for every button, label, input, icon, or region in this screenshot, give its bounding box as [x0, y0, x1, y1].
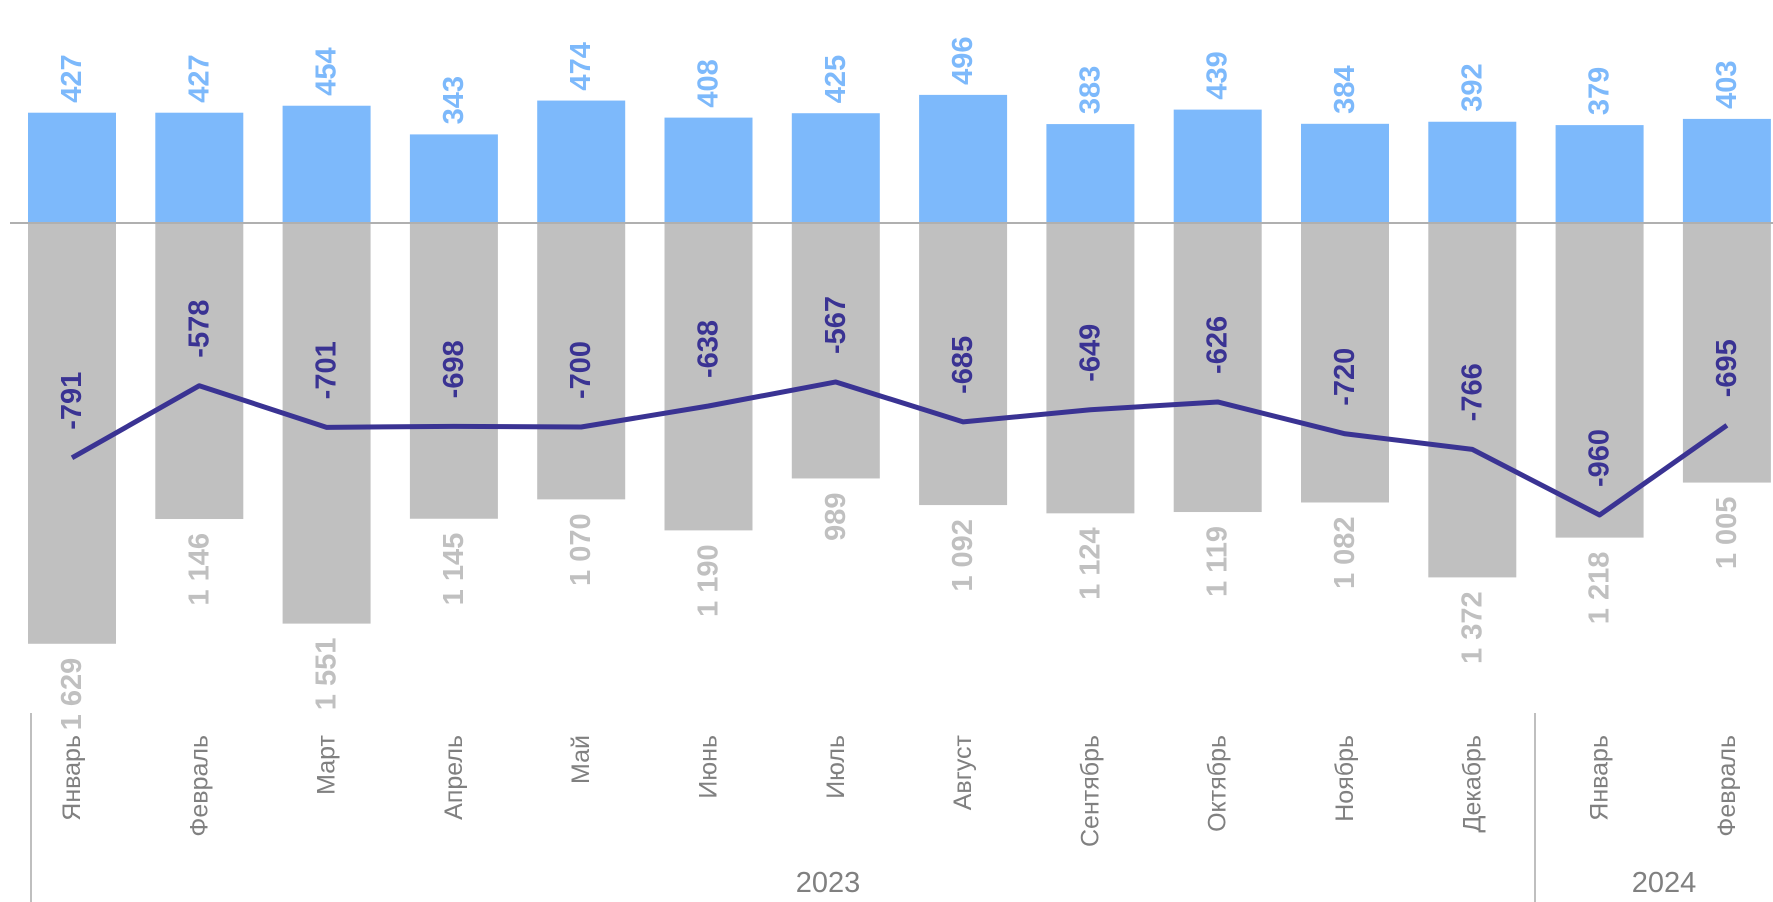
negative-value-label: 1 119: [1202, 526, 1234, 597]
positive-value-label: 343: [438, 76, 470, 124]
year-label: 2024: [1632, 867, 1697, 899]
negative-bar: [664, 223, 753, 531]
positive-bar: [919, 94, 1008, 223]
month-label: Октябрь: [1204, 735, 1232, 832]
negative-bar: [28, 223, 116, 644]
positive-bar: [791, 113, 880, 223]
month-label: Декабрь: [1458, 735, 1486, 832]
month-label: Сентябрь: [1076, 735, 1104, 847]
positive-value-label: 383: [1074, 66, 1106, 114]
positive-value-label: 384: [1329, 65, 1361, 113]
net-value-label: -638: [693, 320, 725, 378]
negative-bar: [1428, 223, 1517, 578]
negative-value-label: 1 070: [565, 513, 597, 586]
net-value-label: -567: [820, 296, 852, 354]
negative-bar: [791, 223, 880, 479]
negative-bar: [1173, 223, 1262, 513]
negative-value-label: 1 372: [1456, 591, 1488, 664]
net-value-label: -701: [311, 341, 343, 399]
positive-bar: [28, 112, 116, 223]
negative-value-label: 1 005: [1711, 497, 1743, 570]
month-label: Март: [313, 734, 341, 794]
year-label: 2023: [796, 867, 861, 899]
negative-value-label: 1 092: [947, 519, 979, 592]
negative-value-label: 1 190: [693, 544, 725, 617]
negative-bar: [919, 223, 1008, 506]
month-label: Январь: [1586, 735, 1614, 821]
month-label: Июль: [822, 735, 850, 799]
month-label: Февраль: [1713, 735, 1741, 837]
positive-value-label: 496: [947, 36, 979, 84]
net-value-label: -685: [947, 336, 979, 394]
net-value-label: -578: [183, 300, 215, 358]
positive-bar: [1046, 124, 1135, 223]
negative-bar: [1301, 223, 1389, 503]
positive-value-label: 425: [820, 55, 852, 103]
negative-value-label: 1 146: [183, 533, 215, 606]
positive-value-label: 392: [1456, 63, 1488, 111]
positive-value-label: 403: [1711, 61, 1743, 109]
net-value-label: -698: [438, 340, 470, 398]
month-label: Август: [949, 734, 977, 810]
negative-bar: [155, 223, 244, 520]
negative-value-label: 1 124: [1074, 527, 1106, 600]
month-label: Январь: [58, 735, 86, 821]
positive-bar: [409, 134, 498, 223]
negative-value-label: 989: [820, 492, 852, 540]
positive-bar: [282, 105, 371, 223]
positive-value-label: 379: [1584, 67, 1616, 115]
positive-bar: [1301, 123, 1389, 223]
negative-value-label: 1 145: [438, 533, 470, 606]
positive-bar: [155, 112, 244, 223]
positive-value-label: 439: [1202, 51, 1234, 99]
month-label: Май: [567, 735, 595, 784]
net-value-label: -695: [1711, 339, 1743, 397]
negative-bar: [282, 223, 371, 624]
negative-value-label: 1 629: [56, 658, 88, 731]
net-value-label: -700: [565, 341, 597, 399]
positive-bar: [1428, 121, 1517, 223]
negative-bar: [1046, 223, 1135, 514]
positive-value-label: 474: [565, 42, 597, 90]
positive-bar: [1173, 109, 1262, 223]
negative-bar: [409, 223, 498, 519]
month-label: Апрель: [440, 735, 468, 820]
net-value-label: -649: [1074, 324, 1106, 382]
negative-value-label: 1 218: [1584, 552, 1616, 625]
negative-bar: [537, 223, 626, 500]
net-value-label: -626: [1202, 316, 1234, 374]
positive-value-label: 427: [183, 54, 215, 102]
net-value-label: -791: [56, 372, 88, 430]
negative-value-label: 1 551: [311, 638, 343, 711]
positive-bar: [1555, 125, 1644, 223]
positive-bar: [1682, 118, 1771, 223]
positive-bar: [664, 117, 753, 223]
net-value-label: -766: [1456, 363, 1488, 421]
net-value-label: -720: [1329, 348, 1361, 406]
positive-value-label: 408: [693, 59, 725, 107]
negative-bar: [1555, 223, 1644, 538]
positive-value-label: 427: [56, 54, 88, 102]
positive-value-label: 454: [311, 47, 343, 95]
month-label: Июнь: [695, 735, 723, 799]
month-label: Февраль: [185, 735, 213, 837]
negative-bar: [1682, 223, 1771, 483]
net-line: [70, 379, 1729, 518]
positive-bar: [537, 100, 626, 223]
negative-value-label: 1 082: [1329, 516, 1361, 589]
net-value-label: -960: [1584, 429, 1616, 487]
month-label: Ноябрь: [1331, 735, 1359, 822]
